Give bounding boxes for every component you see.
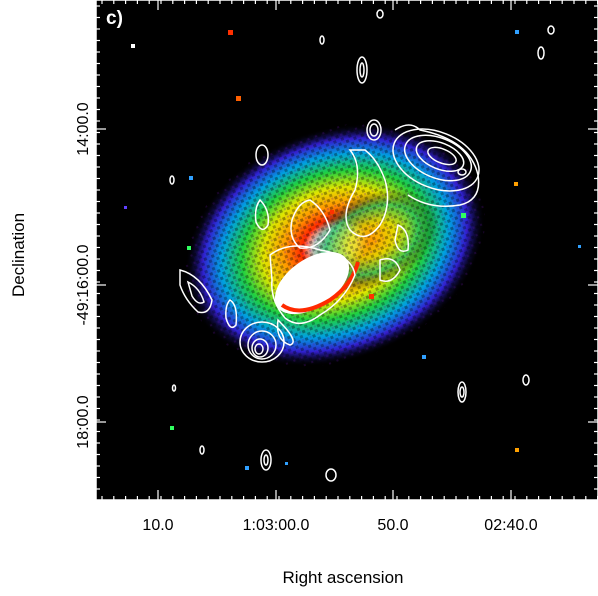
x-tick-label: 02:40.0	[484, 517, 537, 534]
y-tick-labels: 14:00.0 -49:16:00.0 18:00.0	[75, 102, 92, 448]
image-panel	[96, 0, 598, 500]
panel-label: c)	[106, 8, 123, 29]
diffuse-emission-texture	[184, 123, 486, 367]
x-tick-labels: 10.0 1:03:00.0 50.0 02:40.0	[142, 517, 537, 534]
radio-contours	[169, 9, 555, 482]
x-tick-label: 50.0	[377, 517, 408, 534]
y-tick-label: 14:00.0	[75, 102, 92, 155]
core-red-edge	[280, 261, 360, 313]
y-tick-label: -49:16:00.0	[75, 244, 92, 325]
y-tick-label: 18:00.0	[75, 395, 92, 448]
x-axis-title: Right ascension	[283, 568, 404, 587]
y-axis-title: Declination	[9, 213, 28, 297]
x-tick-label: 10.0	[142, 517, 173, 534]
point-sources	[124, 30, 581, 470]
x-tick-label: 1:03:00.0	[243, 517, 310, 534]
